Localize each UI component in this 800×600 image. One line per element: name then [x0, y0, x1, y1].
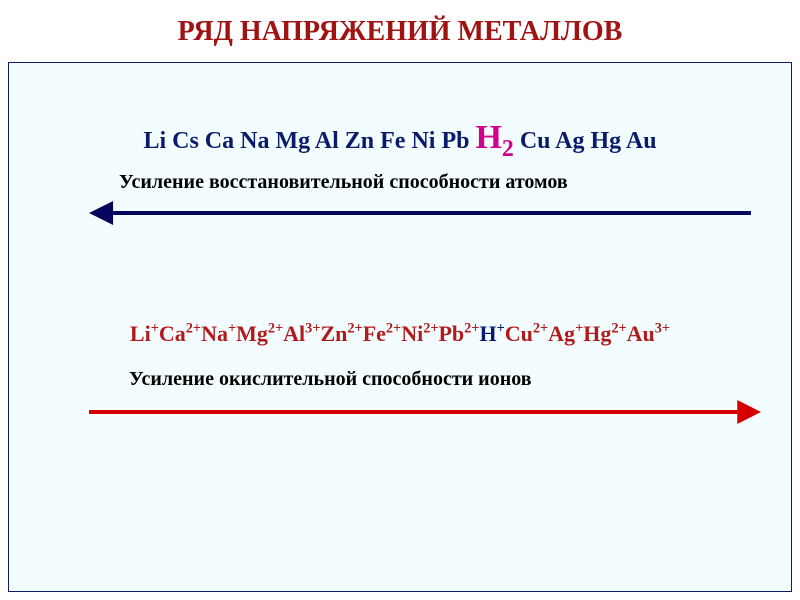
- atoms-h-sub: 2: [502, 136, 514, 162]
- ion-base: H: [479, 321, 496, 346]
- ion-base: Na: [201, 321, 228, 346]
- ion-charge: +: [151, 321, 159, 337]
- ion-base: Cu: [505, 321, 533, 346]
- ion-base: Al: [283, 321, 305, 346]
- ion-base: Mg: [236, 321, 268, 346]
- ion-base: Ni: [401, 321, 423, 346]
- ion-item: Cu2+: [505, 321, 548, 346]
- ion-item: Na+: [201, 321, 236, 346]
- arrow-left-icon: [89, 198, 751, 228]
- ion-item: Li+: [130, 321, 159, 346]
- ion-base: Zn: [320, 321, 347, 346]
- arrow-right-icon: [89, 397, 761, 427]
- ion-charge: +: [575, 321, 583, 337]
- ion-base: Ag: [548, 321, 575, 346]
- arrow-left-wrap: [89, 198, 751, 228]
- ion-charge: 2+: [423, 321, 438, 337]
- ion-item: Hg2+: [583, 321, 626, 346]
- ion-item: Zn2+: [320, 321, 362, 346]
- ion-item: Fe2+: [363, 321, 402, 346]
- ion-base: Hg: [583, 321, 611, 346]
- caption-atoms: Усиление восстановительной способности а…: [119, 171, 568, 194]
- content-panel: Li Cs Ca Na Mg Al Zn Fe Ni Pb H2 Cu Ag H…: [8, 62, 792, 592]
- ion-charge: 2+: [386, 321, 401, 337]
- ion-item: Pb2+: [438, 321, 479, 346]
- ion-base: Ca: [159, 321, 186, 346]
- ion-charge: 2+: [611, 321, 626, 337]
- ion-base: Li: [130, 321, 151, 346]
- ion-item: Ni2+: [401, 321, 438, 346]
- ion-base: Au: [627, 321, 655, 346]
- ion-item: Ca2+: [159, 321, 201, 346]
- atoms-left: Li Cs Ca Na Mg Al Zn Fe Ni Pb: [143, 128, 469, 154]
- ion-charge: 2+: [464, 321, 479, 337]
- ion-item: Au3+: [627, 321, 670, 346]
- ion-charge: +: [497, 321, 505, 337]
- arrow-right-wrap: [89, 397, 761, 427]
- atoms-h2: H2: [475, 119, 513, 156]
- ion-item: H+: [479, 321, 504, 346]
- atoms-row: Li Cs Ca Na Mg Al Zn Fe Ni Pb H2 Cu Ag H…: [9, 119, 791, 163]
- ion-base: Pb: [438, 321, 464, 346]
- ion-item: Al3+: [283, 321, 320, 346]
- ion-charge: 2+: [347, 321, 362, 337]
- ion-charge: 2+: [268, 321, 283, 337]
- ion-charge: 3+: [655, 321, 670, 337]
- page: РЯД НАПРЯЖЕНИЙ МЕТАЛЛОВ Li Cs Ca Na Mg A…: [0, 0, 800, 600]
- ion-charge: +: [228, 321, 236, 337]
- ion-charge: 2+: [533, 321, 548, 337]
- ion-item: Ag+: [548, 321, 583, 346]
- atoms-h-base: H: [475, 119, 501, 156]
- ion-charge: 2+: [186, 321, 201, 337]
- ion-item: Mg2+: [236, 321, 283, 346]
- atoms-right: Cu Ag Hg Au: [520, 128, 657, 154]
- ion-charge: 3+: [305, 321, 320, 337]
- ion-base: Fe: [363, 321, 386, 346]
- page-title: РЯД НАПРЯЖЕНИЙ МЕТАЛЛОВ: [0, 0, 800, 48]
- caption-ions: Усиление окислительной способности ионов: [129, 368, 532, 391]
- ions-row: Li+Ca2+Na+Mg2+Al3+Zn2+Fe2+Ni2+Pb2+H+Cu2+…: [9, 321, 791, 347]
